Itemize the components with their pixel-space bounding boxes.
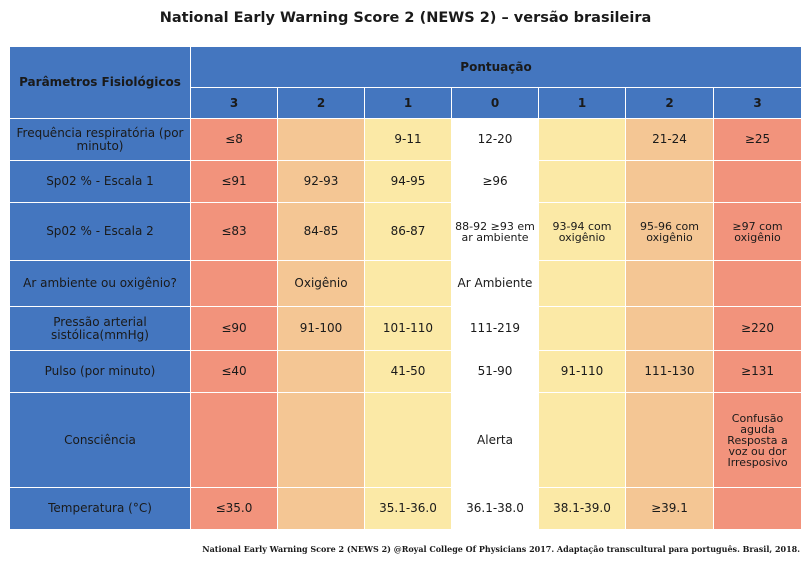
table-cell [538, 118, 626, 161]
table-cell: Oxigênio [277, 260, 365, 307]
header-row-scores: 3 2 1 0 1 2 3 [10, 87, 802, 119]
param-air-or-oxygen: Ar ambiente ou oxigênio? [9, 260, 191, 307]
table-cell: 101-110 [364, 306, 452, 351]
table-cell: ≤91 [190, 160, 278, 203]
table-cell [625, 392, 714, 488]
header-row-top: Parâmetros Fisiológicos Pontuação [9, 46, 802, 119]
score-col-header: 3 [190, 87, 278, 119]
page-title: National Early Warning Score 2 (NEWS 2) … [159, 10, 652, 26]
table-cell: ≤90 [190, 306, 278, 351]
table-cell [190, 260, 278, 307]
param-spo2-scale1: Sp02 % - Escala 1 [9, 160, 191, 203]
table-cell: 21-24 [625, 118, 714, 161]
score-col-header: 1 [538, 87, 626, 119]
table-cell [538, 306, 626, 351]
table-cell: 94-95 [364, 160, 452, 203]
table-cell: ≥39.1 [625, 487, 714, 530]
table-cell: ≥25 [713, 118, 802, 161]
table-cell: 51-90 [451, 350, 539, 393]
table-cell [625, 260, 714, 307]
table-cell: ≤83 [190, 202, 278, 261]
table-cell [190, 392, 278, 488]
table-cell: 9-11 [364, 118, 452, 161]
table-cell: 41-50 [364, 350, 452, 393]
table-cell [625, 306, 714, 351]
table-cell: 36.1-38.0 [451, 487, 539, 530]
table-cell [277, 350, 365, 393]
table-cell: ≤40 [190, 350, 278, 393]
table-cell: ≥131 [713, 350, 802, 393]
table-cell: 92-93 [277, 160, 365, 203]
table-cell: 38.1-39.0 [538, 487, 626, 530]
table-row: Ar ambiente ou oxigênio? Oxigênio Ar Amb… [9, 260, 802, 307]
table-cell [713, 160, 802, 203]
table-cell: ≤35.0 [190, 487, 278, 530]
news2-table: Parâmetros Fisiológicos Pontuação 3 2 1 … [9, 46, 802, 530]
table-cell [713, 487, 802, 530]
table-row: Pressão arterial sistólica(mmHg) ≤90 91-… [9, 306, 802, 351]
table-cell [277, 487, 365, 530]
score-header: Pontuação [190, 46, 802, 88]
table-cell: 111-130 [625, 350, 714, 393]
score-col-header: 0 [451, 87, 539, 119]
score-col-header: 1 [364, 87, 452, 119]
score-col-header: 2 [625, 87, 714, 119]
param-header: Parâmetros Fisiológicos [9, 46, 191, 119]
table-cell: 91-110 [538, 350, 626, 393]
param-spo2-scale2: Sp02 % - Escala 2 [9, 202, 191, 261]
table-row: Pulso (por minuto) ≤40 41-50 51-90 91-11… [9, 350, 802, 393]
param-systolic-pressure: Pressão arterial sistólica(mmHg) [9, 306, 191, 351]
table-cell [538, 392, 626, 488]
table-row: Temperatura (°C) ≤35.0 35.1-36.0 36.1-38… [9, 487, 802, 530]
param-respiratory-rate: Frequência respiratória (por minuto) [9, 118, 191, 161]
footer-citation: National Early Warning Score 2 (NEWS 2) … [202, 544, 800, 554]
table-row: Frequência respiratória (por minuto) ≤8 … [9, 118, 802, 161]
table-cell [713, 260, 802, 307]
table-cell [364, 392, 452, 488]
table-cell: 84-85 [277, 202, 365, 261]
table-row: Sp02 % - Escala 2 ≤83 84-85 86-87 88-92 … [9, 202, 802, 261]
table-cell: 86-87 [364, 202, 452, 261]
table-cell: 93-94 com oxigênio [538, 202, 626, 261]
table-cell: Confusão aguda Resposta a voz ou dor Irr… [713, 392, 802, 488]
score-col-header: 2 [277, 87, 365, 119]
score-col-header: 3 [713, 87, 802, 119]
param-consciousness: Consciência [9, 392, 191, 488]
table-cell: ≤8 [190, 118, 278, 161]
table-row: Sp02 % - Escala 1 ≤91 92-93 94-95 ≥96 [9, 160, 802, 203]
table-row: Consciência Alerta Confusão aguda Respos… [9, 392, 802, 488]
table-cell: ≥220 [713, 306, 802, 351]
table-cell [364, 260, 452, 307]
table-cell: 88-92 ≥93 em ar ambiente [451, 202, 539, 261]
param-pulse: Pulso (por minuto) [9, 350, 191, 393]
param-temperature: Temperatura (°C) [9, 487, 191, 530]
table-cell [538, 260, 626, 307]
table-cell: 91-100 [277, 306, 365, 351]
table-cell: 111-219 [451, 306, 539, 351]
table-cell: ≥96 [451, 160, 539, 203]
table-cell: 35.1-36.0 [364, 487, 452, 530]
table-cell [625, 160, 714, 203]
table-cell [277, 118, 365, 161]
table-cell [277, 392, 365, 488]
table-cell: 12-20 [451, 118, 539, 161]
table-cell: Ar Ambiente [451, 260, 539, 307]
table-cell: Alerta [451, 392, 539, 488]
table-cell [538, 160, 626, 203]
table-cell: ≥97 com oxigênio [713, 202, 802, 261]
table-cell: 95-96 com oxigênio [625, 202, 714, 261]
